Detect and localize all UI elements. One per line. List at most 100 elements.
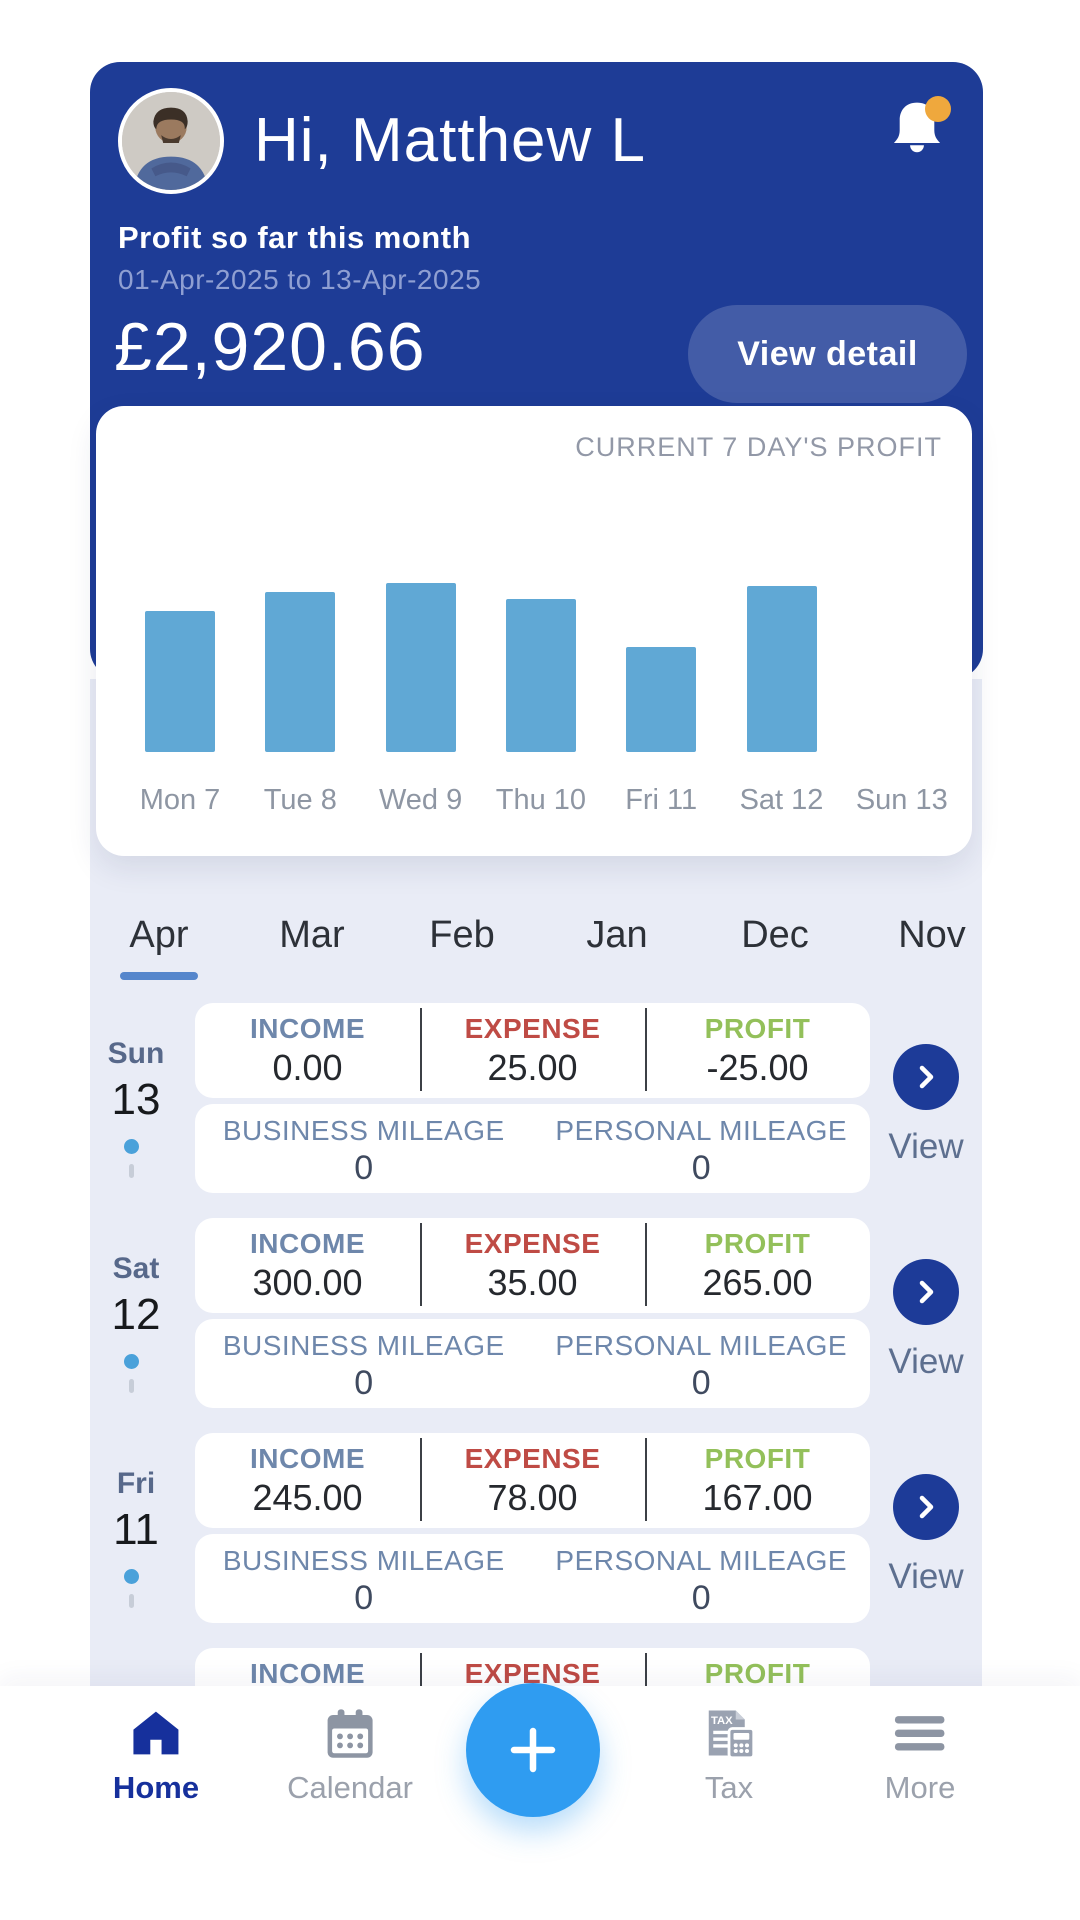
bar-x-label: Fri 11 (625, 784, 698, 816)
fab-add-button[interactable] (466, 1683, 600, 1817)
mileage-card: BUSINESS MILEAGE 0 PERSONAL MILEAGE 0 (195, 1534, 870, 1623)
profit-column: PROFIT (645, 1648, 870, 1743)
view-link-label[interactable]: View (888, 1557, 964, 1596)
day-indicator-dash (129, 1594, 134, 1608)
day-name: Fri (116, 1467, 156, 1500)
business-mileage-column: BUSINESS MILEAGE 0 (195, 1104, 533, 1193)
bar-mon-7 (145, 611, 215, 752)
day-indicator-dot (124, 1139, 139, 1154)
notification-badge (925, 96, 951, 122)
header-card: Hi, Matthew L Profit so far this month 0… (90, 62, 983, 679)
income-column: INCOME 245.00 (195, 1433, 420, 1528)
personal-mileage-column: PERSONAL MILEAGE 0 (533, 1319, 871, 1408)
nav-label-more: More (884, 1770, 956, 1805)
calendar-icon (321, 1704, 379, 1762)
business-mileage-column: BUSINESS MILEAGE 0 (195, 1534, 533, 1623)
profit-amount: £2,920.66 (114, 309, 426, 385)
profit-label: PROFIT (704, 1013, 811, 1044)
profit-label: PROFIT (704, 1228, 811, 1259)
nav-item-tax[interactable]: TAX Tax (700, 1704, 758, 1806)
profit-value: -25.00 (706, 1047, 809, 1088)
business-mileage-value: 0 (354, 1364, 374, 1402)
business-mileage-value: 0 (354, 1579, 374, 1617)
personal-mileage-value: 0 (691, 1149, 711, 1187)
bottom-nav: Home Calendar (0, 1686, 1080, 1920)
month-tab-label: Jan (586, 914, 648, 956)
nav-label-tax: Tax (704, 1770, 754, 1805)
business-mileage-label: BUSINESS MILEAGE (222, 1330, 505, 1361)
view-detail-button[interactable]: View detail (688, 305, 967, 403)
chart-title: CURRENT 7 DAY'S PROFIT (575, 432, 942, 462)
bar-x-label: Tue 8 (263, 784, 337, 816)
expense-label: EXPENSE (464, 1228, 601, 1259)
expense-column: EXPENSE 78.00 (420, 1433, 645, 1528)
chevron-right-icon (919, 1280, 934, 1304)
profit-label: PROFIT (704, 1658, 811, 1689)
column-divider (419, 1223, 422, 1306)
view-link-label[interactable]: View (888, 1127, 964, 1166)
month-tab-mar[interactable]: Mar (273, 912, 351, 980)
active-tab-underline (120, 972, 198, 980)
income-value: 300.00 (252, 1262, 363, 1303)
svg-text:TAX: TAX (711, 1715, 733, 1727)
day-name: Sat (112, 1252, 160, 1285)
view-button[interactable] (893, 1259, 959, 1325)
expense-label: EXPENSE (464, 1013, 601, 1044)
income-expense-profit-card: INCOME 300.00 EXPENSE 35.00 PROFIT 265.0… (195, 1218, 870, 1313)
personal-mileage-label: PERSONAL MILEAGE (555, 1115, 848, 1146)
bar-x-label: Wed 9 (378, 784, 463, 816)
expense-column: EXPENSE 35.00 (420, 1218, 645, 1313)
mileage-card: BUSINESS MILEAGE 0 PERSONAL MILEAGE 0 (195, 1104, 870, 1193)
day-indicator-dash (129, 1379, 134, 1393)
income-column: INCOME 300.00 (195, 1218, 420, 1313)
income-column: INCOME 0.00 (195, 1003, 420, 1098)
avatar[interactable] (118, 88, 224, 194)
business-mileage-label: BUSINESS MILEAGE (222, 1115, 505, 1146)
view-button[interactable] (893, 1474, 959, 1540)
month-tab-apr[interactable]: Apr (120, 912, 198, 980)
expense-label: EXPENSE (464, 1443, 601, 1474)
plus-icon (510, 1727, 556, 1773)
profit-value: 265.00 (702, 1262, 813, 1303)
nav-item-more[interactable]: More (884, 1704, 956, 1806)
month-tab-nov[interactable]: Nov (893, 912, 971, 980)
tax-icon: TAX (700, 1704, 758, 1762)
nav-item-home[interactable]: Home (113, 1704, 199, 1806)
column-divider (419, 1438, 422, 1521)
nav-item-calendar[interactable]: Calendar (287, 1704, 413, 1806)
income-label: INCOME (250, 1013, 365, 1044)
bar-tue-8 (265, 592, 336, 752)
view-button[interactable] (893, 1044, 959, 1110)
expense-value: 35.00 (487, 1262, 578, 1303)
month-tabs: Apr Mar Feb Jan Dec Nov (90, 912, 982, 1004)
notification-bell-button[interactable] (889, 96, 951, 160)
personal-mileage-value: 0 (691, 1364, 711, 1402)
bar-fri-11 (626, 647, 697, 752)
business-mileage-label: BUSINESS MILEAGE (222, 1545, 505, 1576)
income-expense-profit-card: INCOME 245.00 EXPENSE 78.00 PROFIT 167.0… (195, 1433, 870, 1528)
day-number: 11 (113, 1505, 159, 1554)
day-name: Sun (107, 1037, 165, 1070)
view-link-label[interactable]: View (888, 1342, 964, 1381)
personal-mileage-value: 0 (691, 1579, 711, 1617)
column-divider (644, 1223, 647, 1306)
nav-label-home: Home (112, 1770, 200, 1805)
profit-column: PROFIT -25.00 (645, 1003, 870, 1098)
profit-column: PROFIT 265.00 (645, 1218, 870, 1313)
column-divider (419, 1008, 422, 1091)
month-tab-feb[interactable]: Feb (423, 912, 501, 980)
month-tab-label: Feb (429, 914, 495, 956)
mileage-card: BUSINESS MILEAGE 0 PERSONAL MILEAGE 0 (195, 1319, 870, 1408)
bar-x-label: Sat 12 (739, 784, 824, 816)
more-menu-icon (891, 1704, 949, 1762)
day-indicator-dot (124, 1354, 139, 1369)
personal-mileage-column: PERSONAL MILEAGE 0 (533, 1534, 871, 1623)
nav-label-calendar: Calendar (287, 1770, 413, 1805)
chevron-right-icon (919, 1065, 934, 1089)
month-tab-jan[interactable]: Jan (578, 912, 656, 980)
business-mileage-column: BUSINESS MILEAGE 0 (195, 1319, 533, 1408)
month-tab-label: Dec (741, 914, 809, 956)
expense-value: 78.00 (487, 1477, 578, 1518)
month-tab-dec[interactable]: Dec (736, 912, 814, 980)
